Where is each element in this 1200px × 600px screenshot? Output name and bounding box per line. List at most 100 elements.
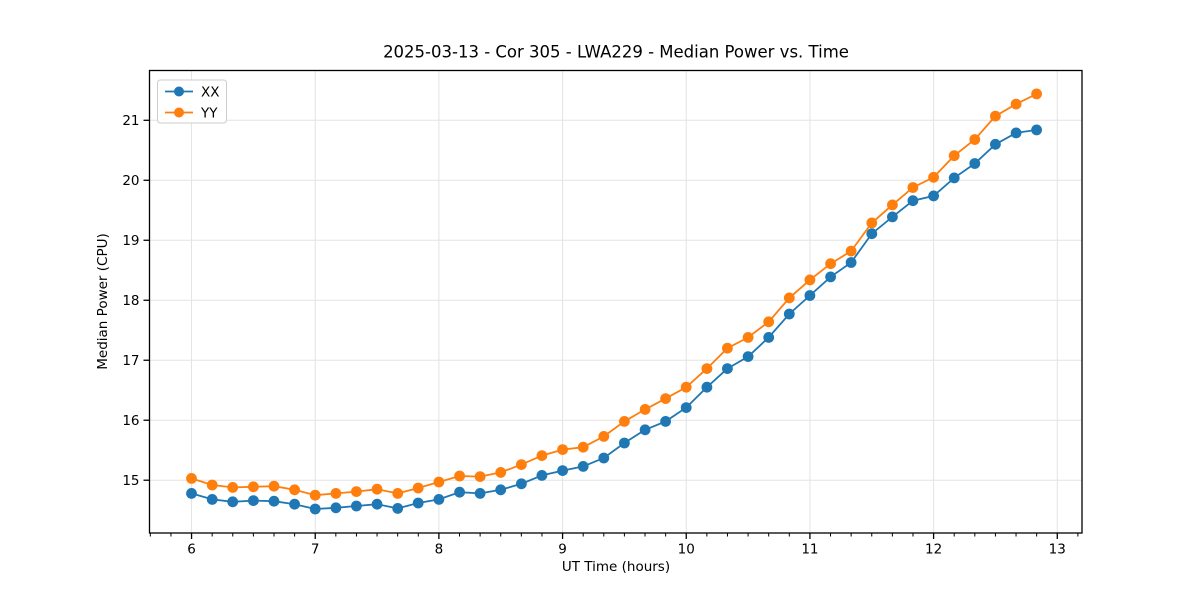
data-point (557, 465, 568, 476)
data-point (660, 416, 671, 427)
data-point (577, 441, 589, 453)
y-tick-label: 15 (122, 473, 139, 489)
data-point (680, 402, 692, 413)
y-tick-label: 17 (122, 353, 139, 369)
series-line-YY (191, 93, 1038, 497)
data-point (845, 257, 857, 268)
data-point (227, 482, 239, 493)
data-point (536, 450, 548, 461)
data-point (330, 502, 342, 514)
data-point (412, 482, 424, 494)
y-tick-label: 18 (122, 293, 139, 309)
data-point (206, 479, 218, 491)
data-point (804, 290, 816, 301)
data-point (557, 444, 568, 455)
x-tick-label: 12 (925, 542, 942, 558)
data-point (1031, 124, 1042, 136)
data-point (227, 496, 239, 508)
data-point (783, 308, 795, 320)
legend-label-XX: XX (201, 84, 220, 100)
data-point (1010, 98, 1022, 110)
data-point (598, 431, 610, 442)
data-point (309, 503, 321, 515)
data-point (825, 258, 836, 270)
axes-layer: 6 7 8 9 10 11 12 13 15 16 17 18 19 20 21 (122, 69, 1083, 558)
data-point (516, 478, 527, 490)
data-point (639, 424, 651, 436)
data-point (639, 404, 651, 415)
data-point (907, 195, 919, 207)
data-point (454, 470, 465, 482)
data-point (619, 437, 630, 449)
x-axis-label: UT Time (hours) (562, 559, 670, 575)
data-point (969, 134, 981, 145)
series-YY (186, 88, 1042, 501)
x-tick-label: 10 (678, 542, 695, 558)
data-point (619, 416, 630, 427)
data-point (412, 497, 424, 509)
data-point (722, 363, 733, 374)
data-point (289, 498, 300, 510)
data-point (516, 459, 527, 470)
data-point (536, 470, 548, 481)
data-point (495, 467, 507, 478)
data-point (866, 228, 878, 240)
data-point (289, 484, 300, 496)
x-tick-label: 6 (187, 542, 196, 558)
series-XX (186, 124, 1042, 515)
data-point (330, 488, 342, 499)
x-tick-label: 8 (435, 542, 444, 558)
data-point (907, 182, 919, 193)
data-point (928, 171, 939, 183)
data-point (887, 211, 898, 223)
data-point (351, 500, 362, 512)
data-point (928, 190, 939, 202)
data-point (392, 503, 404, 514)
data-point (680, 381, 692, 393)
data-point (948, 150, 960, 162)
data-point (742, 351, 754, 362)
data-point (392, 488, 404, 499)
data-point (186, 488, 197, 499)
data-point (309, 489, 321, 501)
data-point (660, 393, 671, 404)
data-point (371, 483, 383, 495)
legend-label-YY: YY (200, 105, 218, 121)
data-point (990, 110, 1001, 122)
data-point (701, 381, 713, 393)
data-point (371, 498, 383, 510)
data-point (474, 471, 486, 482)
data-point (948, 172, 960, 184)
y-tick-label: 20 (122, 173, 139, 189)
data-point (268, 495, 280, 507)
data-point (474, 488, 486, 499)
data-point (598, 452, 610, 464)
data-point (804, 274, 816, 286)
legend: XX YY (157, 79, 227, 124)
data-point (248, 481, 259, 493)
data-point (845, 245, 857, 257)
data-point (1010, 127, 1022, 139)
x-tick-label: 7 (311, 542, 320, 558)
data-point (783, 292, 795, 304)
data-point (206, 494, 218, 505)
data-point (433, 476, 445, 488)
data-point (186, 473, 197, 484)
data-point (351, 486, 362, 497)
data-point (454, 486, 465, 498)
data-point (887, 199, 898, 211)
x-tick-label: 11 (801, 542, 818, 558)
grid-layer (149, 70, 1082, 533)
data-point (866, 217, 878, 229)
data-point (433, 494, 445, 505)
data-point (763, 316, 775, 328)
legend-marker (174, 107, 184, 118)
legend-marker (174, 86, 184, 97)
y-tick-label: 21 (122, 113, 139, 129)
data-point (577, 461, 589, 472)
data-point (969, 158, 981, 169)
x-tick-label: 13 (1049, 542, 1066, 558)
series-layer (186, 88, 1042, 515)
data-point (825, 271, 836, 283)
